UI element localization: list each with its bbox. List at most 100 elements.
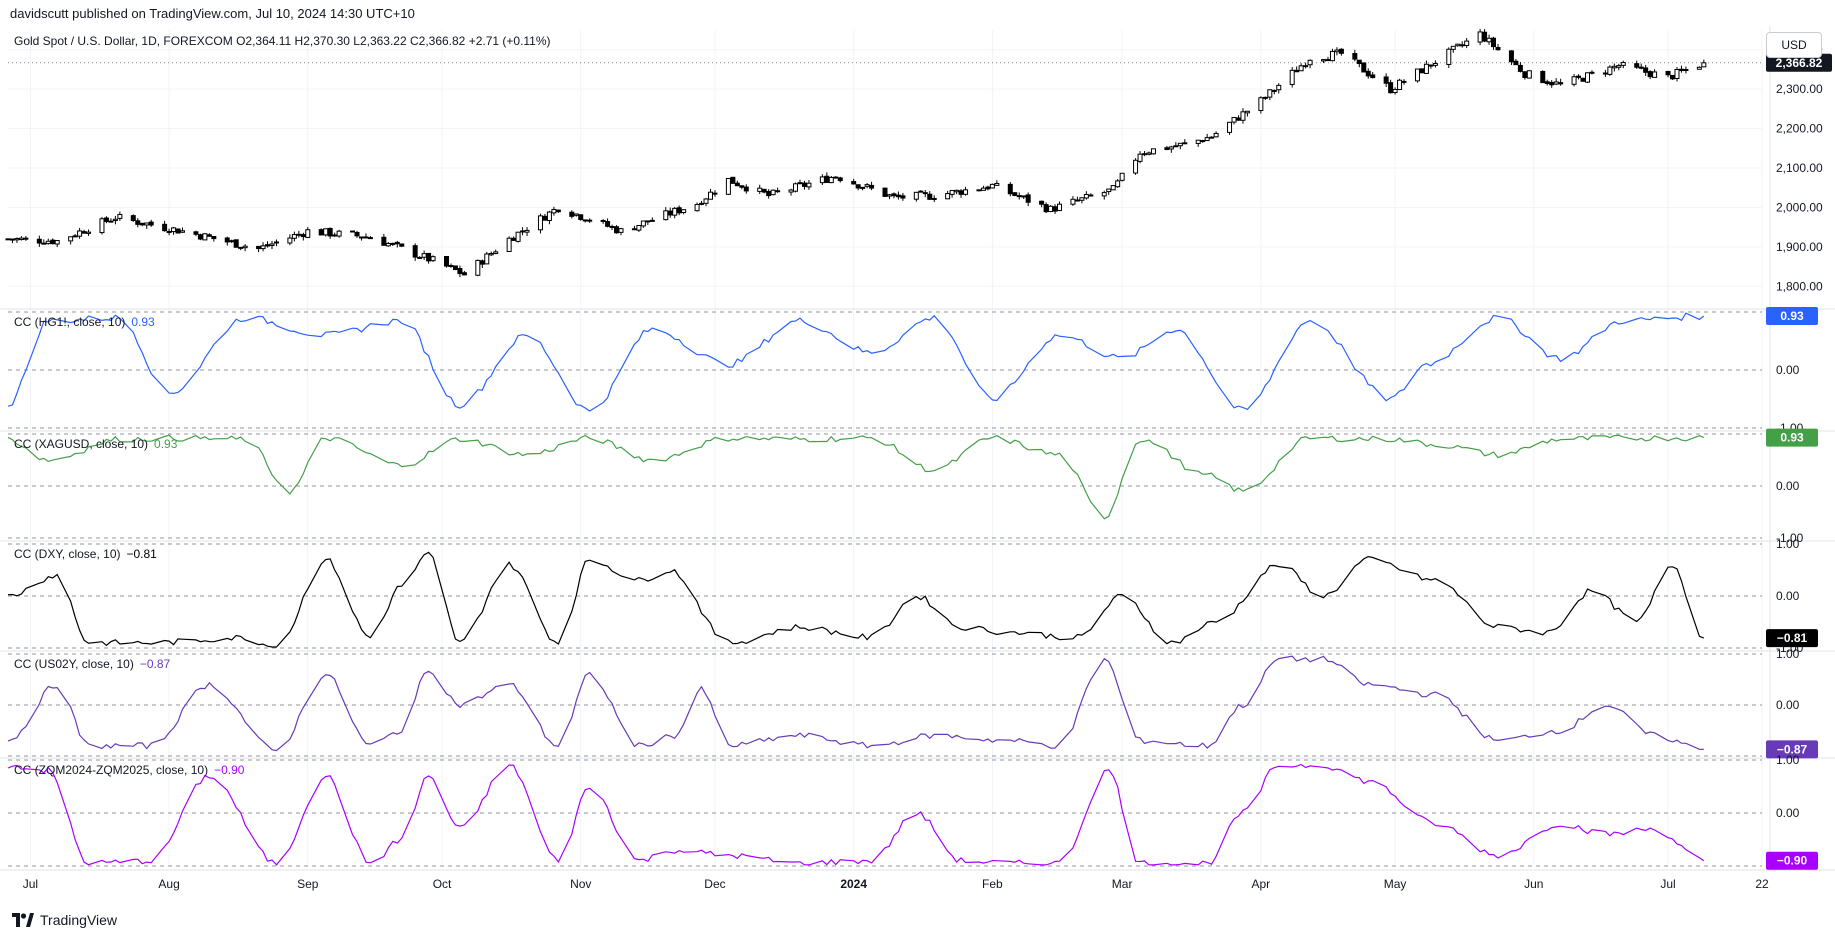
candle (1401, 79, 1407, 85)
candle-body (681, 209, 687, 214)
candle-body (1213, 132, 1219, 138)
candle (551, 206, 557, 216)
candle (757, 184, 763, 195)
candle-body (600, 219, 606, 222)
candle (103, 216, 109, 224)
candle (573, 213, 579, 217)
candle (524, 227, 530, 237)
candle (667, 207, 673, 218)
candle (864, 183, 870, 189)
candle-body (1683, 69, 1689, 72)
candle (743, 184, 749, 194)
legends: Gold Spot / U.S. Dollar, 1D, FOREXCOM O2… (14, 34, 551, 777)
candle-body (1701, 62, 1707, 68)
candle (1039, 200, 1045, 208)
candle-body (1209, 136, 1215, 139)
candle (367, 236, 373, 240)
candle (1294, 66, 1300, 73)
candle-body (555, 209, 561, 213)
indicator-legend-name: CC (XAGUSD, close, 10) (14, 437, 148, 451)
candle-body (1119, 172, 1125, 181)
candle-body (712, 192, 718, 195)
candle-body (1665, 70, 1671, 76)
price-tick-label: 1,900.00 (1776, 240, 1823, 254)
candle-body (837, 177, 843, 182)
candle (1571, 73, 1577, 87)
candle (618, 227, 624, 236)
candle (980, 185, 986, 191)
candle-body (1329, 50, 1335, 62)
candle (1361, 62, 1367, 73)
candle-body (793, 183, 799, 192)
candle (922, 190, 928, 198)
candle-body (260, 245, 266, 250)
candle-body (1307, 59, 1313, 66)
candle-body (117, 214, 123, 219)
candle-body (273, 241, 279, 244)
candle (448, 263, 454, 268)
candle (1142, 151, 1148, 157)
candle (1584, 72, 1590, 83)
currency-button[interactable]: USD (1766, 32, 1822, 58)
tradingview-logo[interactable]: TradingView (12, 912, 117, 928)
candle-body (1392, 88, 1398, 93)
candle-body (385, 242, 391, 247)
candle-body (197, 234, 203, 240)
candle (193, 230, 199, 237)
candle-body (1652, 71, 1658, 78)
candle (976, 189, 982, 192)
candle (578, 214, 584, 221)
indicator-legend-value: 0.93 (131, 315, 155, 329)
candle-body (694, 204, 700, 212)
candle (135, 218, 141, 228)
time-axis-label: Aug (158, 877, 179, 891)
candle (1168, 145, 1174, 153)
candle-body (1074, 199, 1080, 202)
candle-body (390, 242, 396, 245)
candle-body (1580, 77, 1586, 82)
candle-body (412, 245, 418, 258)
candle-body (1576, 75, 1582, 78)
candle-body (112, 218, 118, 222)
candle-body (367, 237, 373, 240)
candle (1446, 47, 1452, 68)
candle (23, 235, 29, 241)
candle (1182, 139, 1188, 145)
candle-body (833, 176, 839, 179)
price-tick-label: 2,000.00 (1776, 200, 1823, 214)
candle-body (332, 234, 338, 237)
candle-body (1101, 192, 1107, 197)
candle (1665, 70, 1671, 78)
candle (788, 188, 794, 196)
indicator-line-1 (7, 312, 1705, 412)
candle-body (1365, 70, 1371, 77)
indicator-value-label: −0.90 (1777, 854, 1808, 868)
candle (1240, 108, 1246, 124)
candle-body (931, 198, 937, 201)
candle-body (1137, 153, 1143, 162)
candle (797, 179, 803, 185)
candle (506, 236, 512, 252)
candle (1088, 193, 1094, 197)
candle-body (1231, 116, 1237, 123)
candle (1611, 63, 1617, 72)
candle (1200, 139, 1206, 143)
candle (1298, 63, 1304, 72)
indicator-legend: CC (DXY, close, 10) −0.81 (14, 547, 157, 561)
candle-body (1428, 64, 1434, 67)
candle (1303, 62, 1309, 69)
indicator-line-2 (7, 434, 1705, 520)
candle-body (99, 218, 105, 234)
candle-body (1446, 48, 1452, 65)
candle-body (636, 224, 642, 231)
candle (238, 246, 244, 251)
candle-body (171, 227, 177, 233)
candle-body (1289, 69, 1295, 85)
candle (645, 220, 651, 225)
candle-body (1540, 70, 1546, 84)
candle-body (1110, 185, 1116, 191)
indicator-legend-value: −0.81 (126, 547, 157, 561)
candle (712, 190, 718, 197)
candle-body (1334, 49, 1340, 53)
